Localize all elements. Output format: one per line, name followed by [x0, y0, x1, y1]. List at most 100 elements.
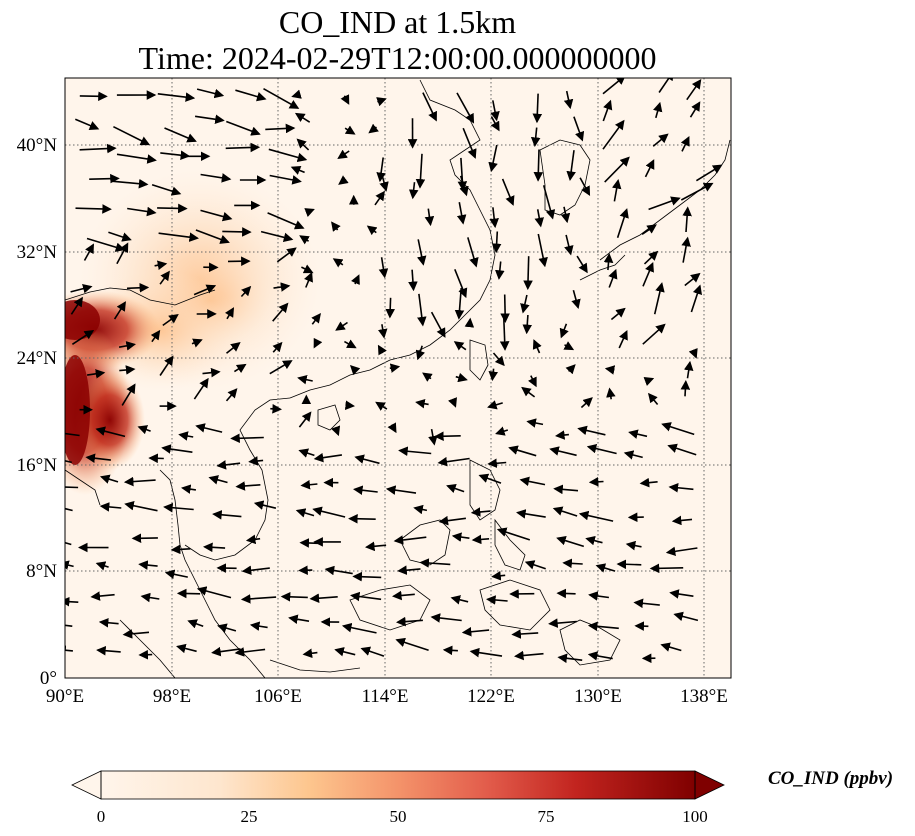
wind-arrow [295, 508, 315, 518]
wind-arrow [652, 133, 669, 147]
wind-arrow [552, 506, 578, 517]
wind-arrow [298, 411, 312, 428]
map-title-line1: CO_IND at 1.5km [278, 4, 517, 40]
wind-arrow [434, 431, 461, 442]
wind-arrow [495, 426, 509, 436]
wind-arrow [235, 89, 267, 102]
wind-arrow [353, 485, 378, 495]
wind-arrow [565, 364, 576, 375]
wind-arrow [684, 272, 701, 287]
wind-arrow [297, 374, 313, 385]
wind-arrow [226, 120, 261, 136]
wind-arrow [556, 588, 576, 599]
wind-arrow [176, 643, 197, 654]
wind-arrow [124, 501, 158, 512]
wind-arrow [668, 483, 694, 493]
x-tick-label: 138°E [680, 686, 728, 707]
wind-arrow [563, 90, 574, 110]
wind-arrow [641, 224, 657, 235]
wind-arrow [344, 339, 357, 349]
wind-arrow [86, 369, 106, 379]
wind-arrow [349, 364, 361, 376]
wind-arrow [108, 231, 132, 242]
colorbar-tick-label: 100 [682, 807, 708, 826]
wind-arrow [159, 270, 170, 285]
wind-arrow [230, 433, 264, 444]
wind-arrow [508, 445, 537, 457]
wind-arrow [555, 430, 569, 440]
wind-arrow [111, 178, 149, 189]
wind-arrow [585, 535, 603, 546]
wind-arrow [489, 207, 499, 229]
wind-arrow [392, 590, 415, 601]
wind-arrow [298, 448, 315, 458]
wind-arrow [681, 236, 691, 263]
wind-arrow [191, 338, 203, 348]
wind-arrow [608, 268, 618, 288]
wind-arrow [448, 397, 457, 408]
colorbar-tick-label: 0 [97, 807, 106, 826]
wind-arrow [680, 136, 690, 152]
wind-arrow [65, 460, 72, 464]
wind-arrow [487, 458, 507, 469]
wind-arrow [196, 586, 232, 599]
wind-arrow [74, 118, 100, 131]
wind-arrow [71, 330, 95, 345]
wind-arrow [528, 375, 537, 388]
wind-arrow [643, 376, 655, 386]
wind-arrow [530, 127, 541, 147]
wind-arrow [579, 177, 591, 197]
x-tick-label: 122°E [467, 686, 515, 707]
wind-arrow [469, 647, 503, 658]
wind-arrow [313, 452, 343, 463]
wind-arrow [65, 432, 80, 437]
wind-arrow [311, 313, 321, 325]
wind-arrow [351, 274, 360, 285]
wind-arrow [571, 289, 581, 310]
wind-arrow [562, 558, 583, 569]
wind-arrow [126, 282, 150, 293]
wind-arrow [304, 208, 315, 217]
wind-arrow [490, 116, 500, 132]
wind-arrow [65, 596, 79, 607]
wind-arrow [524, 560, 546, 570]
wind-arrow [588, 591, 610, 601]
wind-arrow [157, 203, 188, 214]
wind-arrow [265, 123, 296, 134]
wind-arrow [387, 422, 397, 434]
wind-arrow [611, 179, 622, 202]
wind-arrow [680, 380, 691, 397]
wind-arrow [268, 148, 308, 163]
wind-arrow [290, 165, 305, 175]
x-tick-label: 114°E [362, 686, 409, 707]
wind-arrow [121, 383, 136, 406]
wind-arrow [225, 388, 238, 402]
wind-arrow [644, 159, 655, 178]
wind-arrow [618, 329, 628, 349]
wind-arrow [154, 260, 168, 270]
wind-arrow [534, 209, 544, 228]
wind-arrow [248, 456, 264, 466]
wind-arrow [338, 175, 349, 185]
wind-arrow [455, 372, 468, 383]
wind-arrow [178, 431, 194, 441]
wind-arrow [366, 225, 378, 236]
coastlines [65, 79, 731, 678]
wind-arrow [537, 233, 548, 268]
wind-arrow [471, 534, 490, 545]
wind-arrow [470, 507, 491, 517]
x-tick-label: 106°E [254, 686, 302, 707]
wind-arrow [389, 363, 401, 373]
wind-arrow [642, 323, 666, 345]
wind-arrow [302, 648, 318, 659]
wind-arrow [365, 541, 387, 552]
colorbar-label: CO_IND (ppbv) [768, 768, 894, 789]
wind-arrow [113, 301, 126, 320]
wind-arrow [253, 500, 277, 510]
wind-arrow [245, 534, 261, 545]
wind-arrow [195, 423, 223, 433]
wind-arrow [241, 565, 270, 576]
wind-arrow [385, 485, 417, 495]
wind-arrow [633, 598, 660, 609]
